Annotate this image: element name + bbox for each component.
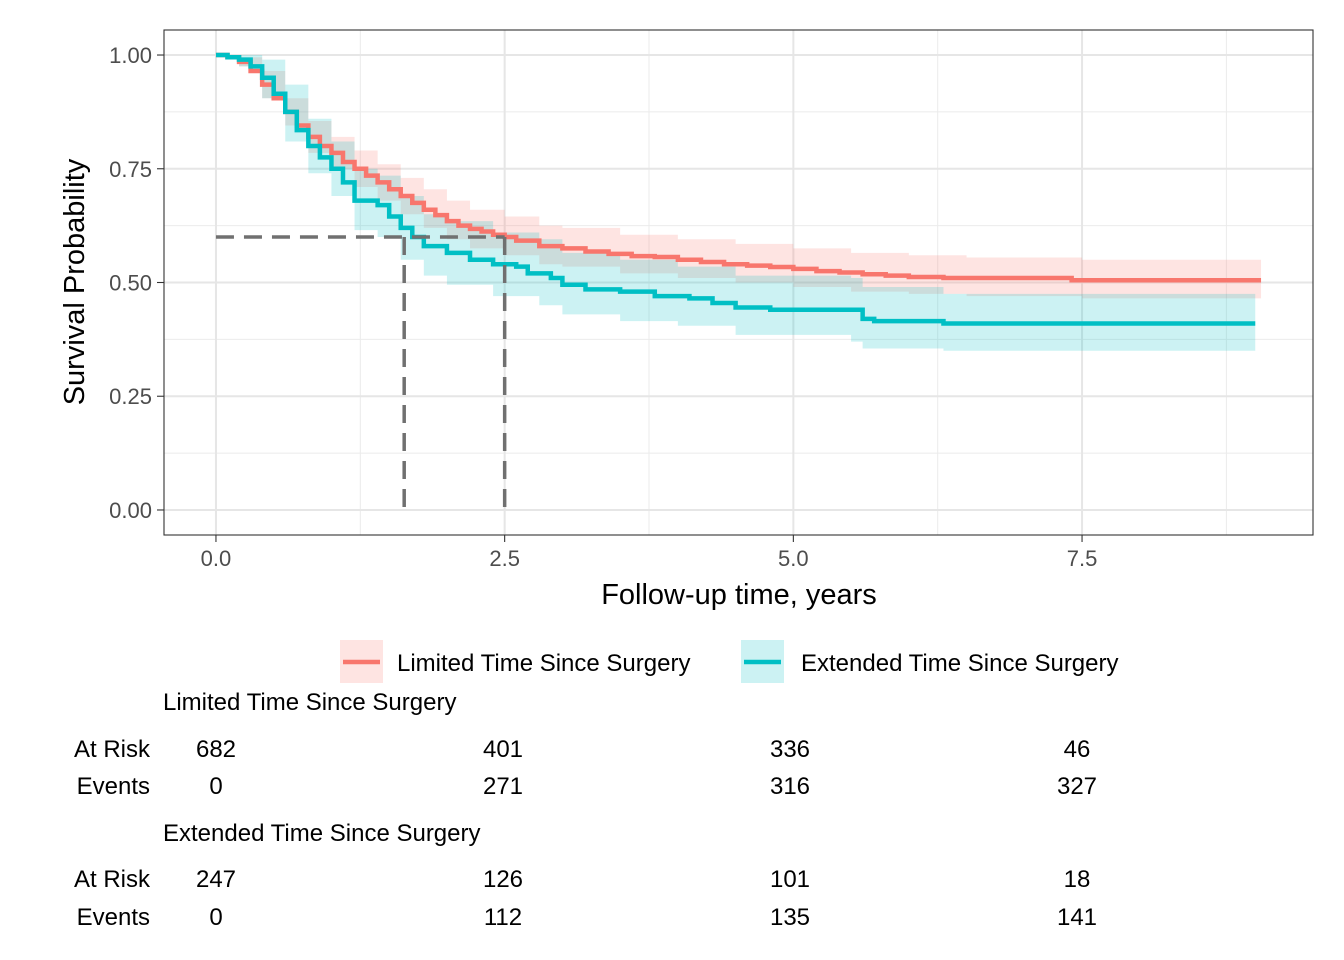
x-tick-label: 5.0	[778, 546, 809, 571]
y-axis: 0.00 0.25 0.50 0.75 1.00	[109, 43, 164, 523]
x-axis-title: Follow-up time, years	[601, 579, 877, 611]
y-tick-label: 0.75	[109, 157, 152, 182]
risk-cell: 336	[770, 736, 810, 763]
minor-grid	[164, 30, 1313, 535]
y-tick-label: 0.25	[109, 384, 152, 409]
x-tick-label: 2.5	[489, 546, 520, 571]
risk-cell: 135	[770, 904, 810, 931]
risk-row-label: At Risk	[74, 736, 151, 763]
survival-curves	[215, 52, 1262, 326]
x-axis: 0.0 2.5 5.0 7.5	[201, 535, 1098, 571]
confidence-band-extended	[215, 55, 1256, 351]
risk-cell: 327	[1057, 773, 1097, 800]
risk-row-label: At Risk	[74, 866, 151, 893]
risk-cell: 112	[484, 904, 522, 931]
legend-label-limited: Limited Time Since Surgery	[397, 650, 690, 677]
x-tick-label: 0.0	[201, 546, 232, 571]
risk-cell: 401	[483, 736, 523, 763]
risk-table: Limited Time Since Surgery At Risk Event…	[74, 689, 1097, 931]
median-reference-lines	[215, 235, 507, 510]
plot-panel	[163, 29, 1314, 536]
y-tick-label: 0.50	[109, 271, 152, 296]
risk-cell: 101	[770, 866, 810, 893]
risk-group-title-limited: Limited Time Since Surgery	[163, 689, 456, 716]
risk-cell: 247	[196, 866, 236, 893]
risk-cell: 141	[1057, 904, 1097, 931]
risk-cell: 682	[196, 736, 236, 763]
risk-cell: 126	[483, 866, 523, 893]
risk-cell: 271	[483, 773, 523, 800]
legend: Limited Time Since Surgery Extended Time…	[340, 640, 1119, 683]
risk-cell: 0	[209, 904, 222, 931]
risk-cell: 0	[209, 773, 222, 800]
risk-group-title-extended: Extended Time Since Surgery	[163, 820, 481, 847]
y-axis-title: Survival Probability	[59, 158, 91, 405]
risk-cell: 46	[1064, 736, 1091, 763]
survival-curve-extended	[215, 52, 1256, 326]
risk-row-label: Events	[77, 904, 150, 931]
y-tick-label: 1.00	[109, 43, 152, 68]
risk-cell: 316	[770, 773, 810, 800]
risk-row-label: Events	[77, 773, 150, 800]
x-tick-label: 7.5	[1067, 546, 1098, 571]
risk-cell: 18	[1064, 866, 1091, 893]
legend-label-extended: Extended Time Since Surgery	[801, 650, 1119, 677]
y-tick-label: 0.00	[109, 498, 152, 523]
